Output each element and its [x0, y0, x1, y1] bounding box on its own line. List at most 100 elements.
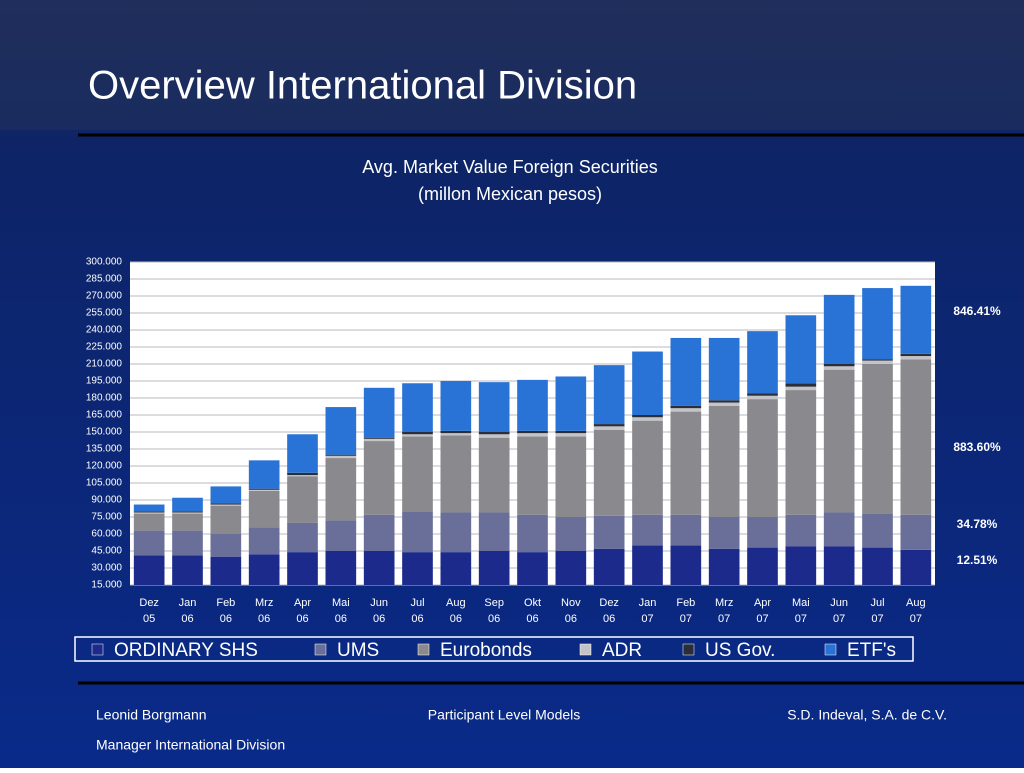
- bar-segment: [133, 504, 165, 512]
- x-tick-label: Okt: [524, 597, 541, 609]
- legend-swatch: [682, 643, 695, 656]
- bar-segment: [785, 383, 817, 387]
- footer-center: Participant Level Models: [428, 707, 581, 723]
- bar-segment: [440, 381, 472, 431]
- x-tick-label: 07: [910, 613, 922, 625]
- bar-segment: [287, 522, 318, 553]
- bar-segment: [517, 379, 548, 431]
- legend-swatch: [91, 643, 104, 656]
- bar-segment: [555, 376, 587, 431]
- bar-segment: [785, 315, 817, 384]
- bar-segment: [555, 551, 587, 585]
- bar-segment: [517, 436, 548, 515]
- bar-segment: [747, 395, 778, 400]
- bar-segment: [632, 420, 663, 515]
- bar-segment: [440, 552, 472, 585]
- bar-segment: [440, 430, 472, 434]
- y-tick-label: 90.000: [91, 495, 122, 506]
- x-tick-label: 07: [833, 613, 845, 625]
- y-tick-label: 240.000: [86, 325, 123, 336]
- bar-segment: [402, 383, 433, 432]
- bar-segment: [555, 517, 587, 551]
- bar-segment: [478, 512, 510, 551]
- bar-segment: [670, 337, 702, 406]
- y-tick-label: 255.000: [86, 308, 123, 319]
- x-tick-label: Nov: [561, 597, 581, 609]
- bar-segment: [287, 472, 318, 476]
- x-tick-label: 07: [680, 613, 692, 625]
- bar-segment: [172, 512, 203, 514]
- legend-label: US Gov.: [705, 640, 775, 661]
- bar-segment: [248, 488, 280, 490]
- bar-segment: [632, 417, 663, 421]
- bar-segment: [900, 514, 932, 550]
- bar-segment: [785, 546, 817, 585]
- bar-segment: [210, 486, 242, 504]
- bar-segment: [287, 475, 318, 477]
- y-tick-label: 225.000: [86, 342, 123, 353]
- y-tick-label: 135.000: [86, 444, 123, 455]
- x-tick-label: 06: [220, 613, 232, 625]
- bar-segment: [210, 503, 242, 505]
- bar-segment: [593, 365, 625, 425]
- bar-segment: [440, 512, 472, 553]
- y-tick-label: 270.000: [86, 291, 123, 302]
- bar-segment: [133, 512, 165, 514]
- x-tick-label: Jul: [410, 597, 424, 609]
- bar-segment: [172, 511, 203, 513]
- annotation: 12.51%: [957, 553, 998, 567]
- x-tick-label: 06: [258, 613, 270, 625]
- y-tick-label: 105.000: [86, 478, 123, 489]
- legend-swatch: [417, 643, 430, 656]
- bar-segment: [785, 386, 817, 391]
- x-tick-label: 06: [181, 613, 193, 625]
- x-tick-label: 06: [411, 613, 423, 625]
- x-tick-label: Jun: [830, 597, 848, 609]
- bar-segment: [517, 433, 548, 437]
- bar-segment: [632, 415, 663, 418]
- bar-segment: [478, 432, 510, 435]
- footer-right: S.D. Indeval, S.A. de C.V.: [787, 707, 947, 723]
- y-tick-label: 285.000: [86, 274, 123, 285]
- legend-label: ORDINARY SHS: [114, 640, 258, 661]
- x-tick-label: Mrz: [715, 597, 733, 609]
- bar-segment: [210, 504, 242, 506]
- bar-segment: [325, 454, 357, 456]
- x-tick-label: 06: [488, 613, 500, 625]
- x-tick-label: Mrz: [255, 597, 273, 609]
- bar-segment: [862, 364, 893, 514]
- bar-segment: [172, 513, 203, 531]
- bar-segment: [632, 545, 663, 585]
- bar-segment: [325, 551, 357, 585]
- bar-segment: [708, 405, 740, 517]
- bar-segment: [555, 433, 587, 437]
- bar-segment: [708, 517, 740, 549]
- bar-segment: [325, 455, 357, 459]
- bar-segment: [632, 351, 663, 415]
- x-tick-label: Jul: [870, 597, 884, 609]
- x-tick-label: Dez: [599, 597, 619, 609]
- annotation: 883.60%: [953, 440, 1001, 454]
- x-tick-label: Jan: [639, 597, 657, 609]
- x-tick-label: Jun: [370, 597, 388, 609]
- bar-segment: [593, 426, 625, 430]
- x-tick-label: 06: [603, 613, 615, 625]
- bar-segment: [402, 511, 433, 553]
- bar-segment: [133, 555, 165, 585]
- x-tick-label: 06: [373, 613, 385, 625]
- bar-segment: [823, 512, 855, 547]
- bar-segment: [517, 430, 548, 434]
- bar-segment: [747, 393, 778, 396]
- y-tick-label: 15.000: [91, 580, 122, 591]
- bar-segment: [248, 527, 280, 555]
- legend-swatch: [314, 643, 327, 656]
- bar-segment: [823, 546, 855, 585]
- bar-segment: [363, 438, 395, 442]
- chart-subtitle: (millon Mexican pesos): [418, 184, 602, 204]
- x-tick-label: Dez: [139, 597, 159, 609]
- legend-swatch: [579, 643, 592, 656]
- y-tick-label: 150.000: [86, 427, 123, 438]
- x-tick-label: Aug: [906, 597, 926, 609]
- x-tick-label: Mai: [792, 597, 810, 609]
